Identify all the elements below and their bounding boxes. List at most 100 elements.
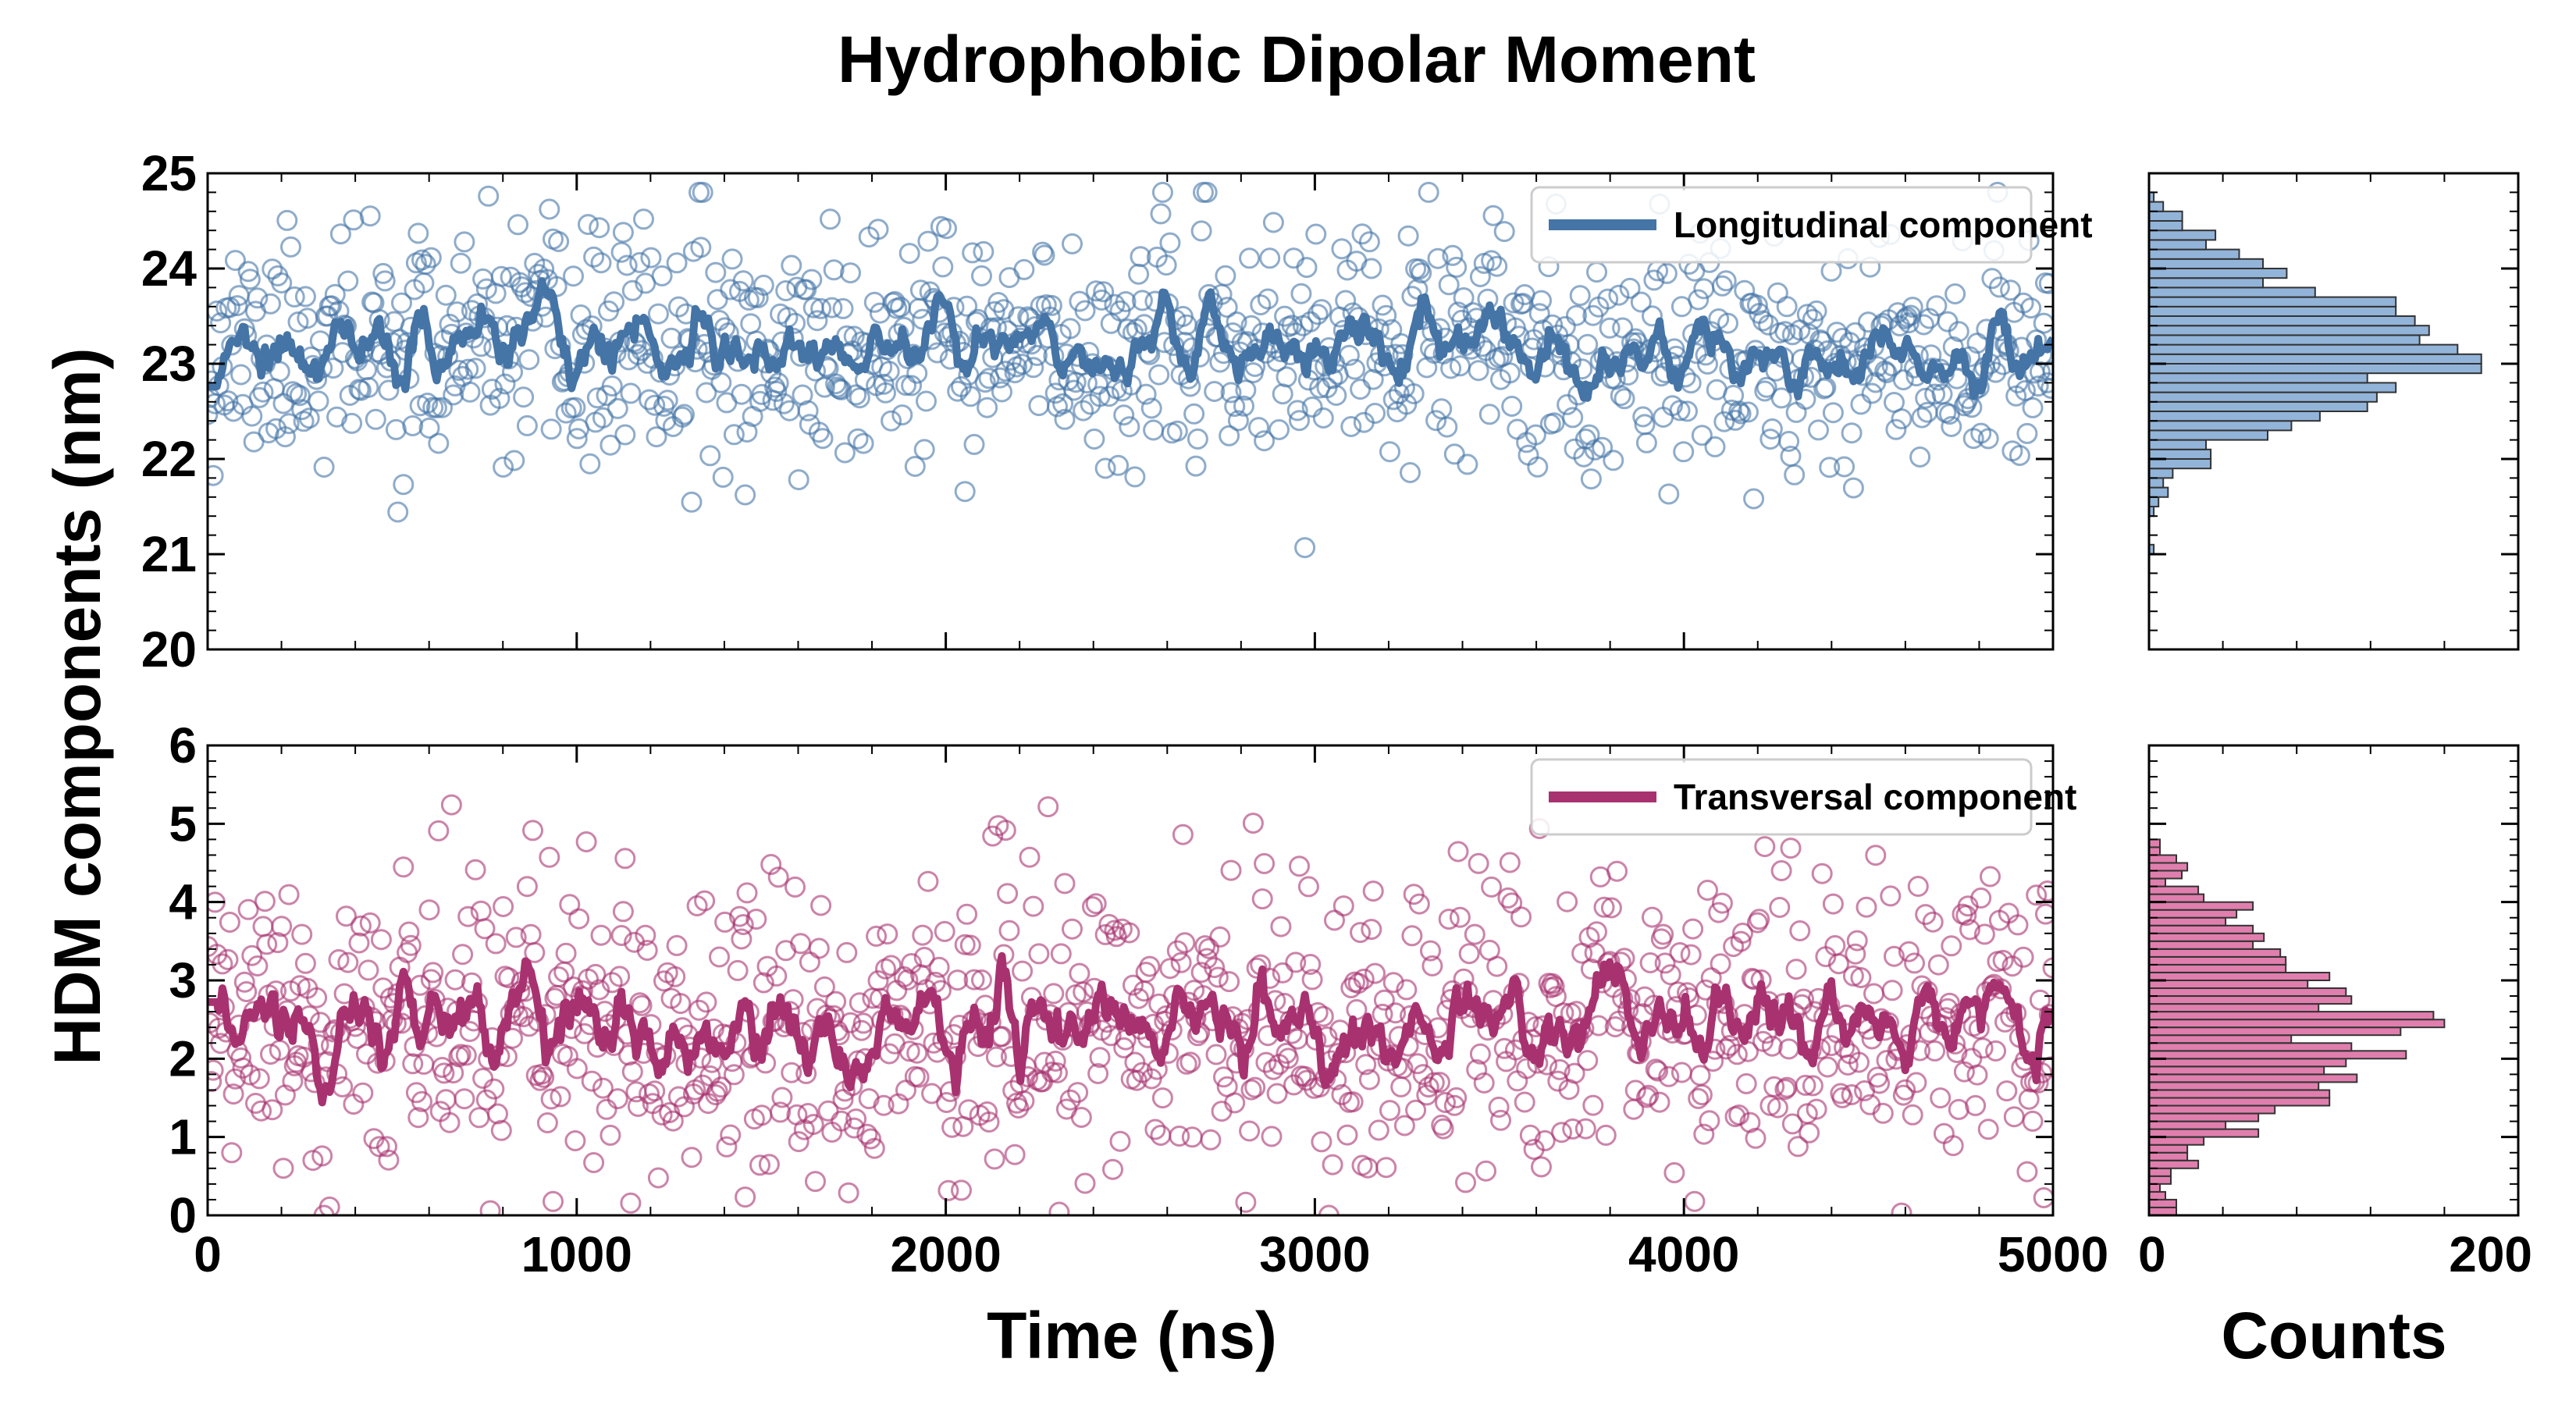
scatter-point bbox=[843, 1117, 865, 1139]
scatter-point bbox=[1196, 181, 1218, 203]
scatter-point bbox=[1713, 411, 1735, 432]
scatter-point bbox=[991, 381, 1012, 403]
histogram-bar bbox=[2148, 924, 2254, 934]
scatter-point bbox=[1980, 866, 2001, 887]
scatter-point bbox=[1074, 300, 1096, 322]
scatter-point bbox=[1220, 859, 1242, 881]
scatter-point bbox=[1774, 1079, 1796, 1101]
scatter-point bbox=[614, 424, 636, 446]
scatter-point bbox=[217, 948, 239, 970]
scatter-point bbox=[1350, 922, 1372, 944]
scatter-point bbox=[1885, 418, 1907, 440]
scatter-point bbox=[1769, 897, 1791, 918]
scatter-point bbox=[1170, 951, 1192, 973]
scatter-point bbox=[758, 1154, 780, 1176]
scatter-point bbox=[251, 1100, 272, 1122]
scatter-point bbox=[1098, 913, 1120, 935]
scatter-point bbox=[1059, 318, 1081, 340]
scatter-point bbox=[1375, 1157, 1397, 1179]
scatter-point bbox=[667, 296, 689, 318]
scatter-point bbox=[1603, 450, 1624, 471]
scatter-point bbox=[248, 1068, 270, 1090]
scatter-point bbox=[1988, 276, 2010, 298]
histogram-bar bbox=[2148, 400, 2368, 412]
scatter-point bbox=[1453, 287, 1475, 308]
scatter-point bbox=[1277, 1048, 1299, 1069]
scatter-point bbox=[516, 876, 538, 898]
scatter-point bbox=[1710, 953, 1731, 975]
scatter-point bbox=[563, 265, 584, 287]
scatter-point bbox=[1242, 813, 1264, 834]
scatter-point bbox=[208, 301, 228, 322]
scatter-point bbox=[1704, 436, 1726, 457]
scatter-point bbox=[1475, 1160, 1496, 1182]
x-tick-label: 0 bbox=[194, 1226, 222, 1282]
scatter-point bbox=[621, 279, 643, 301]
scatter-point bbox=[1700, 967, 1722, 989]
scatter-point bbox=[581, 1070, 603, 1092]
scatter-point bbox=[1799, 1122, 1820, 1144]
scatter-point bbox=[1150, 203, 1172, 225]
scatter-point bbox=[1481, 250, 1503, 272]
scatter-point bbox=[881, 410, 902, 432]
scatter-point bbox=[2042, 957, 2053, 979]
scatter-point bbox=[233, 971, 255, 993]
scatter-point bbox=[1375, 304, 1397, 326]
histogram-bar bbox=[2148, 916, 2227, 927]
scatter-point bbox=[1939, 992, 1960, 1014]
scatter-point bbox=[1050, 943, 1072, 965]
scatter-point bbox=[951, 1179, 972, 1201]
scatter-point bbox=[1924, 383, 1946, 405]
scatter-point bbox=[1166, 420, 1188, 442]
scatter-point bbox=[1255, 1051, 1277, 1073]
scatter-point bbox=[863, 291, 885, 313]
histogram-bar bbox=[2148, 870, 2183, 880]
histogram-bar bbox=[2148, 1081, 2320, 1091]
scatter-point bbox=[1493, 1037, 1515, 1059]
scatter-point bbox=[959, 386, 981, 407]
scatter-point bbox=[1207, 966, 1229, 988]
scatter-point bbox=[1397, 225, 1419, 247]
scatter-point bbox=[1892, 369, 1914, 391]
scatter-point bbox=[1008, 1097, 1030, 1119]
scatter-point bbox=[478, 185, 500, 207]
scatter-point bbox=[472, 1068, 494, 1089]
scatter-point bbox=[1458, 943, 1480, 965]
scatter-point bbox=[278, 413, 300, 435]
scatter-point bbox=[1037, 796, 1059, 818]
scatter-point bbox=[1557, 891, 1578, 912]
scatter-point bbox=[875, 382, 896, 404]
scatter-point bbox=[1368, 1119, 1389, 1141]
scatter-point bbox=[1490, 1109, 1511, 1131]
scatter-point bbox=[418, 417, 440, 439]
scatter-point bbox=[1073, 981, 1094, 1003]
scatter-point bbox=[1048, 1201, 1070, 1215]
histogram-bar bbox=[2148, 1104, 2276, 1115]
scatter-point bbox=[1340, 416, 1362, 437]
scatter-point bbox=[1834, 456, 1856, 478]
scatter-point bbox=[1342, 1091, 1364, 1113]
y-tick-label: 25 bbox=[141, 145, 197, 201]
scatter-point bbox=[901, 375, 923, 397]
scatter-point bbox=[1332, 895, 1354, 917]
scatter-point bbox=[1673, 441, 1695, 463]
scatter-point bbox=[1289, 855, 1310, 877]
scatter-point bbox=[610, 925, 632, 946]
scatter-point bbox=[531, 1063, 553, 1085]
scatter-point bbox=[620, 382, 642, 404]
scatter-point bbox=[2007, 914, 2029, 936]
scatter-point bbox=[210, 312, 232, 334]
scatter-point bbox=[1643, 269, 1665, 291]
scatter-point bbox=[485, 933, 507, 955]
scatter-point bbox=[1286, 400, 1308, 422]
scatter-point bbox=[958, 1099, 980, 1121]
scatter-point bbox=[1677, 400, 1698, 422]
scatter-point bbox=[289, 385, 311, 407]
scatter-point bbox=[1074, 1172, 1096, 1194]
scatter-point bbox=[1865, 845, 1887, 866]
scatter-point bbox=[629, 992, 651, 1014]
y-tick-label: 21 bbox=[141, 526, 197, 582]
scatter-point bbox=[1436, 416, 1458, 438]
scatter-point bbox=[825, 991, 847, 1012]
